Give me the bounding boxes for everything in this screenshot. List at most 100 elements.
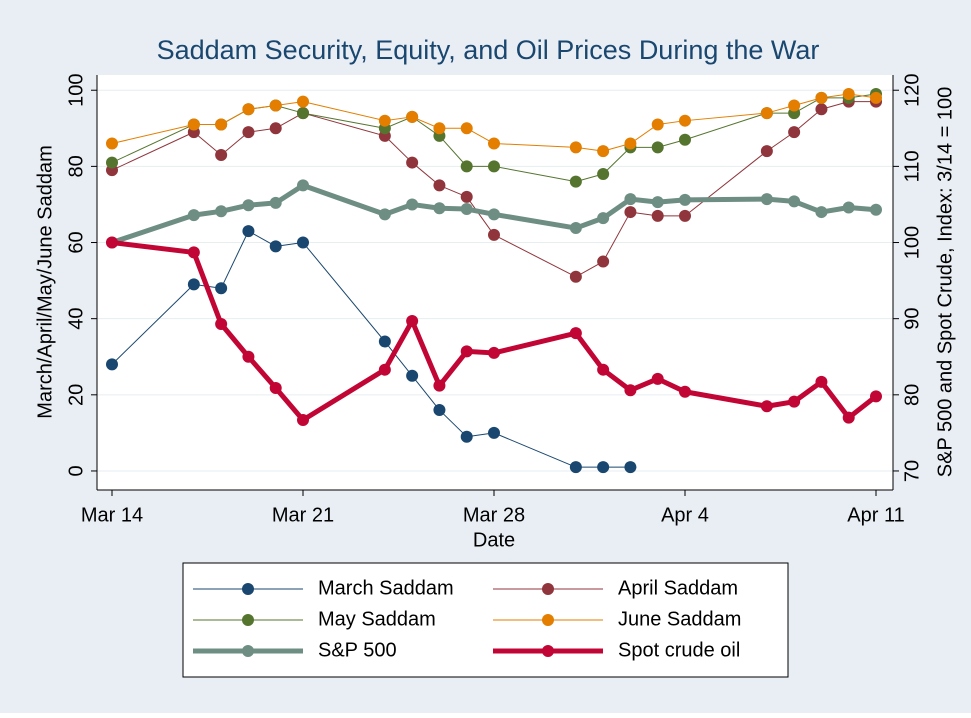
- point: [187, 246, 200, 259]
- point: [215, 148, 228, 161]
- point: [788, 195, 801, 208]
- legend-marker: [242, 583, 254, 595]
- legend-label: May Saddam: [318, 608, 436, 630]
- point: [187, 278, 200, 291]
- point: [460, 122, 473, 135]
- point: [215, 282, 228, 295]
- point: [433, 122, 446, 135]
- point: [378, 335, 391, 348]
- point: [597, 255, 610, 268]
- point: [215, 118, 228, 131]
- y-tick-label: 40: [65, 308, 87, 330]
- point: [788, 126, 801, 139]
- point: [815, 103, 828, 116]
- point: [106, 358, 118, 371]
- point: [815, 91, 828, 104]
- point: [842, 201, 855, 214]
- point: [187, 118, 200, 131]
- point: [651, 118, 664, 131]
- point: [597, 145, 610, 158]
- point: [569, 327, 582, 340]
- y2-tick-label: 120: [901, 74, 923, 107]
- point: [460, 160, 473, 173]
- y2-tick-label: 110: [901, 150, 923, 182]
- point: [679, 193, 691, 206]
- point: [488, 160, 500, 173]
- point: [460, 203, 473, 216]
- point: [815, 206, 828, 219]
- point: [215, 318, 228, 330]
- x-tick-label: Mar 14: [81, 504, 143, 526]
- point: [679, 114, 691, 127]
- point: [106, 156, 118, 169]
- point: [488, 137, 500, 150]
- y-tick-label: 80: [65, 155, 87, 177]
- point: [569, 175, 582, 188]
- point: [679, 209, 691, 222]
- point: [842, 88, 855, 101]
- point: [815, 375, 828, 388]
- point: [460, 190, 473, 203]
- point: [651, 141, 664, 154]
- point: [597, 212, 610, 225]
- point: [433, 202, 446, 215]
- x-tick-label: Apr 4: [661, 504, 709, 526]
- y-tick-label: 0: [65, 465, 87, 476]
- point: [624, 206, 637, 219]
- point: [242, 126, 255, 139]
- point: [624, 384, 637, 397]
- point: [406, 198, 419, 211]
- point: [788, 99, 801, 112]
- point: [760, 107, 773, 120]
- legend-marker: [242, 614, 254, 626]
- point: [269, 122, 282, 135]
- point: [788, 395, 801, 408]
- point: [433, 404, 446, 417]
- point: [870, 390, 882, 403]
- point: [679, 133, 691, 146]
- legend-marker: [542, 614, 554, 626]
- point: [460, 430, 473, 443]
- series-line: [111, 230, 631, 468]
- point: [569, 222, 582, 235]
- point: [624, 137, 637, 150]
- point: [870, 203, 882, 216]
- point: [242, 199, 255, 212]
- point: [488, 426, 500, 439]
- x-tick-label: Mar 28: [463, 504, 525, 526]
- point: [406, 110, 419, 123]
- point: [215, 205, 228, 218]
- point: [378, 114, 391, 127]
- point: [651, 209, 664, 222]
- point: [297, 413, 309, 426]
- legend-label: March Saddam: [318, 577, 454, 599]
- legend-label: S&P 500: [318, 639, 397, 661]
- x-tick-label: Apr 11: [847, 504, 904, 526]
- point: [760, 400, 773, 413]
- point: [297, 107, 309, 120]
- y-tick-label: 20: [65, 384, 87, 406]
- y2-axis-title: S&P 500 and Spot Crude, Index: 3/14 = 10…: [934, 87, 956, 477]
- point: [106, 137, 118, 150]
- point: [760, 193, 773, 206]
- legend-label: Spot crude oil: [618, 639, 740, 661]
- point: [242, 225, 255, 238]
- y-tick-label: 60: [65, 231, 87, 253]
- point: [842, 411, 855, 424]
- point: [269, 99, 282, 112]
- legend-marker: [542, 583, 554, 595]
- point: [406, 156, 419, 169]
- point: [760, 145, 773, 158]
- legend-marker: [542, 645, 554, 657]
- point: [297, 179, 309, 192]
- point: [433, 379, 446, 392]
- chart-title: Saddam Security, Equity, and Oil Prices …: [157, 35, 820, 65]
- point: [624, 193, 637, 206]
- point: [242, 103, 255, 116]
- y-axis-title: March/April/May/June Saddam: [34, 145, 56, 418]
- point: [297, 95, 309, 108]
- y-tick-label: 100: [65, 74, 87, 107]
- point: [269, 240, 282, 253]
- point: [624, 461, 637, 474]
